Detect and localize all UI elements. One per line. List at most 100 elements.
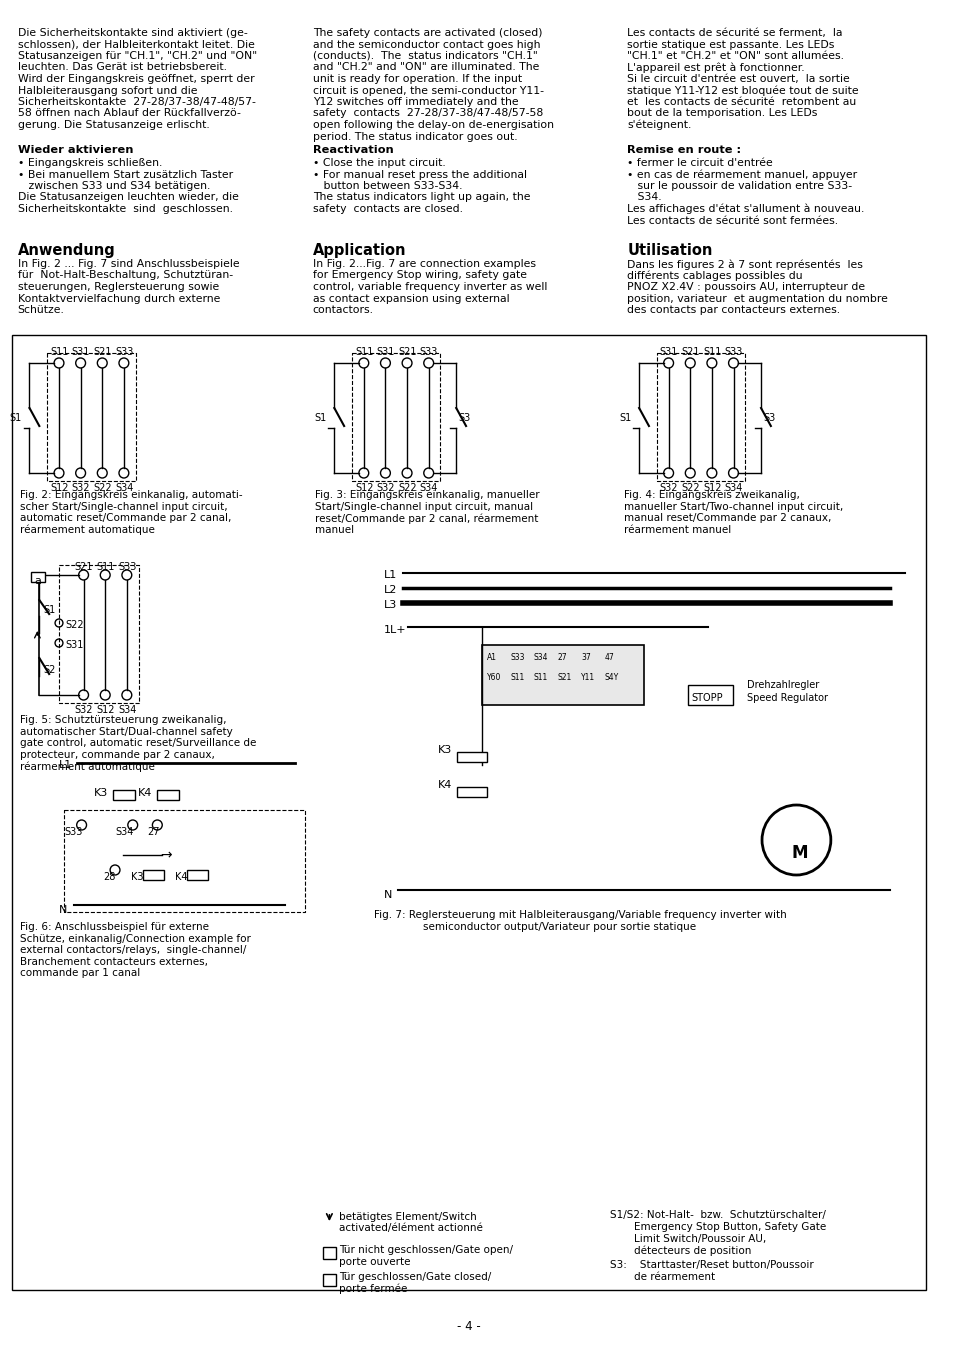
Text: Fig. 7: Reglersteuerung mit Halbleiterausgang/Variable frequency inverter with: Fig. 7: Reglersteuerung mit Halbleiterau…: [374, 911, 785, 920]
Bar: [113, 790, 134, 800]
Text: sortie statique est passante. Les LEDs: sortie statique est passante. Les LEDs: [627, 39, 834, 50]
Text: S33: S33: [115, 347, 133, 357]
Text: • en cas de réarmement manuel, appuyer: • en cas de réarmement manuel, appuyer: [627, 169, 857, 180]
Text: period. The status indicator goes out.: period. The status indicator goes out.: [313, 131, 517, 142]
Text: S31: S31: [376, 347, 395, 357]
Text: statique Y11-Y12 est bloquée tout de suite: statique Y11-Y12 est bloquée tout de sui…: [627, 85, 858, 96]
Text: Fig. 2: Eingangskreis einkanalig, automati-
scher Start/Single-channel input cir: Fig. 2: Eingangskreis einkanalig, automa…: [20, 490, 242, 535]
Text: The status indicators light up again, the: The status indicators light up again, th…: [313, 192, 530, 203]
Text: and the semiconductor contact goes high: and the semiconductor contact goes high: [313, 39, 539, 50]
Text: as contact expansion using external: as contact expansion using external: [313, 293, 509, 304]
Text: 47: 47: [604, 653, 614, 662]
Bar: [322, 1247, 335, 1259]
Text: des contacts par contacteurs externes.: des contacts par contacteurs externes.: [627, 305, 840, 315]
Text: S1/S2: Not-Halt-  bzw.  Schutztürschalter/: S1/S2: Not-Halt- bzw. Schutztürschalter/: [609, 1210, 824, 1220]
Text: Fig. 3: Eingangskreis einkanalig, manueller
Start/Single-channel input circuit, : Fig. 3: Eingangskreis einkanalig, manuel…: [314, 490, 538, 535]
Text: betätigtes Element/Switch: betätigtes Element/Switch: [339, 1212, 476, 1223]
Text: porte fermée: porte fermée: [339, 1283, 407, 1294]
Text: S34: S34: [419, 484, 437, 493]
Text: M: M: [791, 844, 807, 862]
Text: steuerungen, Reglersteuerung sowie: steuerungen, Reglersteuerung sowie: [18, 282, 219, 292]
Bar: [31, 571, 45, 582]
Text: schlossen), der Halbleiterkontakt leitet. Die: schlossen), der Halbleiterkontakt leitet…: [18, 39, 254, 50]
Text: S1: S1: [618, 413, 631, 423]
Text: STOPP: STOPP: [691, 693, 722, 703]
Text: S21: S21: [74, 562, 93, 571]
Text: porte ouverte: porte ouverte: [339, 1256, 411, 1267]
Text: Y12 switches off immediately and the: Y12 switches off immediately and the: [313, 97, 517, 107]
Text: safety  contacts are closed.: safety contacts are closed.: [313, 204, 462, 213]
Text: S21: S21: [557, 673, 571, 682]
Text: open following the delay-on de-energisation: open following the delay-on de-energisat…: [313, 120, 553, 130]
Text: S11: S11: [510, 673, 524, 682]
Text: activated/élément actionné: activated/élément actionné: [339, 1223, 482, 1233]
Text: Y60: Y60: [486, 673, 500, 682]
Text: Les contacts de sécurité se ferment,  la: Les contacts de sécurité se ferment, la: [627, 28, 841, 38]
Text: sur le poussoir de validation entre S33-: sur le poussoir de validation entre S33-: [627, 181, 852, 190]
Text: Emergency Stop Button, Safety Gate: Emergency Stop Button, Safety Gate: [634, 1223, 825, 1232]
Text: Wird der Eingangskreis geöffnet, sperrt der: Wird der Eingangskreis geöffnet, sperrt …: [18, 74, 254, 84]
Text: S3: S3: [762, 413, 775, 423]
Text: différents cablages possibles du: différents cablages possibles du: [627, 270, 802, 281]
Text: Sicherheitskontakte  sind  geschlossen.: Sicherheitskontakte sind geschlossen.: [18, 204, 233, 213]
Text: S34: S34: [724, 484, 742, 493]
Text: • Eingangskreis schließen.: • Eingangskreis schließen.: [18, 158, 162, 168]
Text: position, variateur  et augmentation du nombre: position, variateur et augmentation du n…: [627, 293, 887, 304]
Text: S12: S12: [355, 484, 373, 493]
Text: S31: S31: [65, 640, 83, 650]
Text: S21: S21: [397, 347, 416, 357]
Text: Dans les figures 2 à 7 sont représentés  les: Dans les figures 2 à 7 sont représentés …: [627, 259, 862, 269]
Text: S1: S1: [43, 605, 55, 615]
Text: Wieder aktivieren: Wieder aktivieren: [18, 145, 133, 155]
Text: L'appareil est prêt à fonctionner.: L'appareil est prêt à fonctionner.: [627, 62, 804, 73]
Bar: [11, 335, 925, 1290]
Text: and "CH.2" and "ON" are illuminated. The: and "CH.2" and "ON" are illuminated. The: [313, 62, 538, 73]
Text: L2: L2: [383, 585, 396, 594]
Text: • fermer le circuit d'entrée: • fermer le circuit d'entrée: [627, 158, 772, 168]
Text: 37: 37: [580, 653, 590, 662]
Text: Limit Switch/Poussoir AU,: Limit Switch/Poussoir AU,: [634, 1233, 765, 1244]
Text: Si le circuit d'entrée est ouvert,  la sortie: Si le circuit d'entrée est ouvert, la so…: [627, 74, 849, 84]
Text: S21: S21: [680, 347, 700, 357]
Bar: [456, 788, 486, 797]
Text: Schütze.: Schütze.: [18, 305, 65, 315]
Text: • Bei manuellem Start zusätzlich Taster: • Bei manuellem Start zusätzlich Taster: [18, 169, 233, 180]
Text: safety  contacts  27-28/37-38/47-48/57-58: safety contacts 27-28/37-38/47-48/57-58: [313, 108, 542, 119]
Text: Tür nicht geschlossen/Gate open/: Tür nicht geschlossen/Gate open/: [339, 1246, 513, 1255]
Text: S31: S31: [71, 347, 90, 357]
Text: Fig. 5: Schutztürsteuerung zweikanalig,
automatischer Start/Dual-channel safety
: Fig. 5: Schutztürsteuerung zweikanalig, …: [20, 715, 255, 771]
Text: S22: S22: [397, 484, 416, 493]
Text: s'éteignent.: s'éteignent.: [627, 120, 691, 131]
Text: Halbleiterausgang sofort und die: Halbleiterausgang sofort und die: [18, 85, 197, 96]
Text: N: N: [383, 890, 392, 900]
Text: S34: S34: [115, 827, 133, 838]
Text: S34: S34: [534, 653, 548, 662]
Text: 27: 27: [148, 827, 160, 838]
Bar: [322, 1274, 335, 1286]
Text: gerung. Die Statusanzeige erlischt.: gerung. Die Statusanzeige erlischt.: [18, 120, 210, 130]
Text: K4: K4: [137, 788, 152, 798]
Text: Die Statusanzeigen leuchten wieder, die: Die Statusanzeigen leuchten wieder, die: [18, 192, 238, 203]
Text: S3:    Starttaster/Reset button/Poussoir: S3: Starttaster/Reset button/Poussoir: [609, 1260, 813, 1270]
Text: für  Not-Halt-Beschaltung, Schutztüran-: für Not-Halt-Beschaltung, Schutztüran-: [18, 270, 233, 281]
Text: S31: S31: [659, 347, 678, 357]
Text: S1: S1: [10, 413, 22, 423]
Text: S11: S11: [702, 347, 720, 357]
Text: leuchten. Das Gerät ist betriebsbereit.: leuchten. Das Gerät ist betriebsbereit.: [18, 62, 227, 73]
Text: de réarmement: de réarmement: [634, 1273, 715, 1282]
Text: S22: S22: [93, 484, 112, 493]
Text: In Fig. 2 ... Fig. 7 sind Anschlussbeispiele: In Fig. 2 ... Fig. 7 sind Anschlussbeisp…: [18, 259, 239, 269]
Text: 58 öffnen nach Ablauf der Rückfallverzö-: 58 öffnen nach Ablauf der Rückfallverzö-: [18, 108, 240, 119]
Text: button between S33-S34.: button between S33-S34.: [313, 181, 461, 190]
Text: Statusanzeigen für "CH.1", "CH.2" und "ON": Statusanzeigen für "CH.1", "CH.2" und "O…: [18, 51, 256, 61]
Text: S34: S34: [118, 705, 136, 715]
Text: bout de la temporisation. Les LEDs: bout de la temporisation. Les LEDs: [627, 108, 817, 119]
Text: S11: S11: [51, 347, 69, 357]
Bar: [142, 870, 164, 880]
Text: unit is ready for operation. If the input: unit is ready for operation. If the inpu…: [313, 74, 521, 84]
Text: K3: K3: [437, 744, 452, 755]
Text: S21: S21: [93, 347, 112, 357]
Text: S22: S22: [65, 620, 84, 630]
Bar: [187, 870, 209, 880]
Text: 27: 27: [557, 653, 566, 662]
